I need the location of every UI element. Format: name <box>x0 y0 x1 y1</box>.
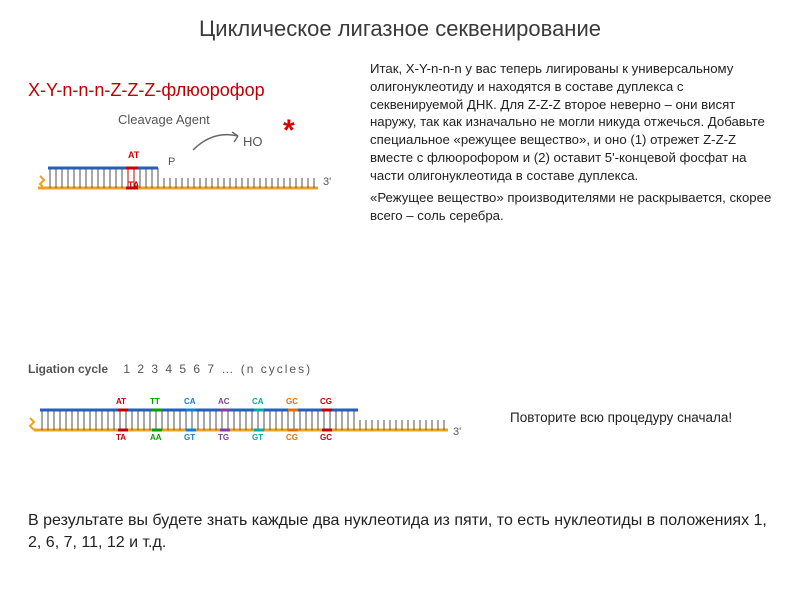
pair-label-bot: GT <box>252 434 263 441</box>
page-title: Циклическое лигазное секвенирование <box>0 0 800 42</box>
body-p2: «Режущее вещество» производителями не ра… <box>370 189 778 225</box>
dna-strand-2 <box>28 386 468 446</box>
ligation-values: 1 2 3 4 5 6 7 … (n cycles) <box>123 362 312 376</box>
pair-label-top: GC <box>286 398 298 405</box>
ligation-cycle-diagram: Ligation cycle 1 2 3 4 5 6 7 … (n cycles… <box>28 362 508 446</box>
pair-label-bot: TG <box>218 434 229 441</box>
body-p1: Итак, X-Y-n-n-n у вас теперь лигированы … <box>370 60 778 185</box>
pair-label-top: TT <box>150 398 160 405</box>
pair-label-top: CG <box>320 398 332 405</box>
fluorophore-asterisk: * <box>283 114 295 148</box>
pair-label-top: AT <box>116 398 126 405</box>
pair-label-top: CA <box>184 398 196 405</box>
pair-label-bot: CG <box>286 434 298 441</box>
repeat-instruction: Повторите всю процедуру сначала! <box>510 410 780 425</box>
cleavage-arrow-icon <box>188 128 248 154</box>
pair-label-top: CA <box>252 398 264 405</box>
body-paragraphs: Итак, X-Y-n-n-n у вас теперь лигированы … <box>370 60 778 228</box>
cleavage-label: Cleavage Agent <box>118 112 210 127</box>
result-text: В результате вы будете знать каждые два … <box>28 510 768 553</box>
ligation-label: Ligation cycle <box>28 362 108 376</box>
at-label: AT <box>128 150 139 160</box>
ligation-cycle-row: Ligation cycle 1 2 3 4 5 6 7 … (n cycles… <box>28 362 508 376</box>
pair-label-bot: GC <box>320 434 332 441</box>
dna-strand-1 <box>38 160 338 210</box>
pair-label-top: AC <box>218 398 230 405</box>
formula-label: X-Y-n-n-n-Z-Z-Z-флюорофор <box>28 80 265 101</box>
pair-label-bot: GT <box>184 434 195 441</box>
pair-label-bot: TA <box>116 434 126 441</box>
three-prime-2: 3' <box>453 426 461 438</box>
pair-label-bot: AA <box>150 434 162 441</box>
